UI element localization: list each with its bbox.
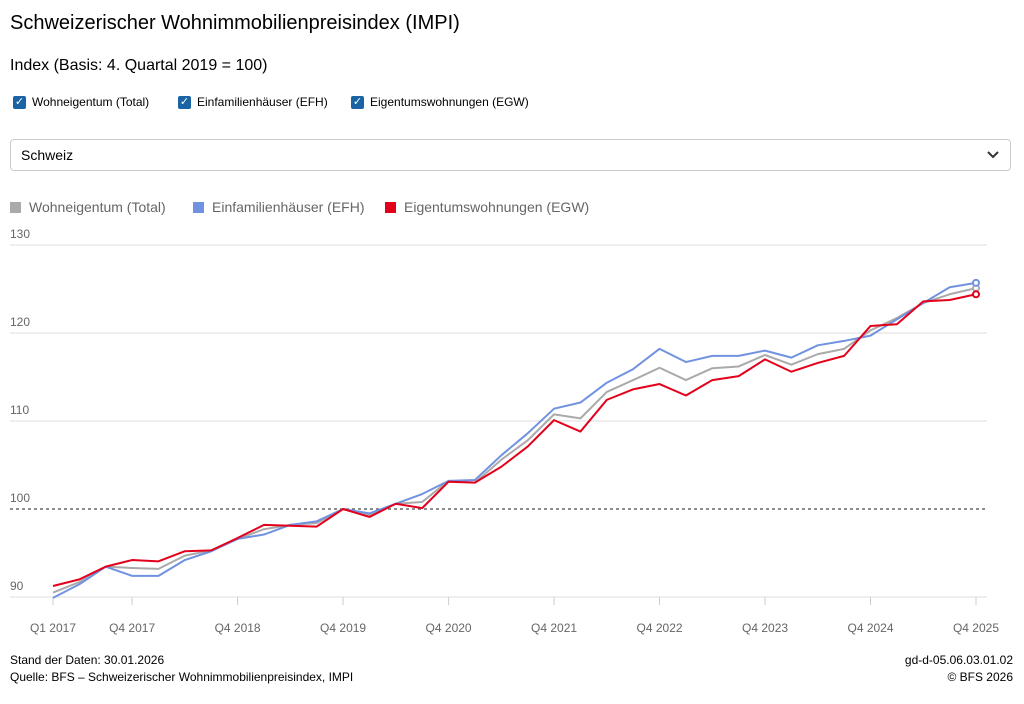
checkbox-checked-icon[interactable]: ✓: [178, 95, 191, 109]
legend-swatch: [385, 201, 396, 213]
source: Quelle: BFS – Schweizerischer Wohnimmobi…: [10, 670, 354, 684]
x-tick-label: Q4 2021: [531, 621, 577, 635]
x-tick-label: Q4 2022: [637, 621, 683, 635]
legend-label: Einfamilienhäuser (EFH): [212, 199, 365, 215]
legend-swatch: [10, 201, 21, 213]
y-tick-label: 110: [10, 403, 29, 417]
checkbox-efh[interactable]: ✓ Einfamilienhäuser (EFH): [178, 95, 328, 109]
x-tick-label: Q4 2025: [953, 621, 999, 635]
checkbox-checked-icon[interactable]: ✓: [351, 95, 364, 109]
y-tick-label: 100: [10, 491, 30, 505]
line-chart: 90 100 110 120 130 Q1 2017 Q4 2017 Q4 2018 Q4 20…: [10, 227, 999, 635]
region-select[interactable]: Schweiz: [10, 139, 1011, 171]
x-tick-label: Q4 2023: [742, 621, 788, 635]
legend-item-efh[interactable]: Einfamilienhäuser (EFH): [193, 199, 365, 215]
data-point: [972, 290, 980, 299]
y-tick-label: 130: [10, 227, 30, 241]
checkbox-label: Wohneigentum (Total): [32, 95, 150, 109]
legend-swatch: [193, 201, 204, 213]
series-line-1: [52, 281, 977, 599]
series-line-0: [52, 287, 977, 594]
checkbox-egw[interactable]: ✓ Eigentumswohnungen (EGW): [351, 95, 529, 109]
y-tick-label: 120: [10, 315, 30, 329]
data-date: Stand der Daten: 30.01.2026: [10, 653, 165, 667]
chart-subtitle: Index (Basis: 4. Quartal 2019 = 100): [10, 57, 268, 74]
checkbox-total[interactable]: ✓ Wohneigentum (Total): [13, 95, 149, 109]
x-tick-label: Q4 2017: [109, 621, 155, 635]
chevron-down-icon: [987, 151, 999, 159]
legend-item-total[interactable]: Wohneigentum (Total): [10, 199, 166, 215]
legend-item-egw[interactable]: Eigentumswohnungen (EGW): [385, 199, 589, 215]
x-tick-label: Q4 2019: [320, 621, 366, 635]
region-select-value: Schweiz: [21, 147, 74, 163]
series-line-2: [52, 293, 977, 587]
legend-label: Wohneigentum (Total): [29, 199, 166, 215]
checkbox-label: Eigentumswohnungen (EGW): [370, 95, 529, 109]
checkbox-checked-icon[interactable]: ✓: [13, 95, 26, 109]
x-tick-label: Q4 2024: [847, 621, 893, 635]
checkbox-label: Einfamilienhäuser (EFH): [197, 95, 328, 109]
page-title: Schweizerischer Wohnimmobilienpreisindex…: [10, 12, 460, 34]
x-tick-label: Q4 2020: [426, 621, 472, 635]
y-tick-label: 90: [10, 579, 24, 593]
data-point: [972, 278, 980, 287]
graphic-code: gd-d-05.06.03.01.02: [904, 653, 1013, 667]
x-tick-label: Q1 2017: [30, 621, 76, 635]
legend-label: Eigentumswohnungen (EGW): [404, 199, 590, 215]
x-tick-label: Q4 2018: [215, 621, 261, 635]
copyright: © BFS 2026: [947, 670, 1013, 684]
